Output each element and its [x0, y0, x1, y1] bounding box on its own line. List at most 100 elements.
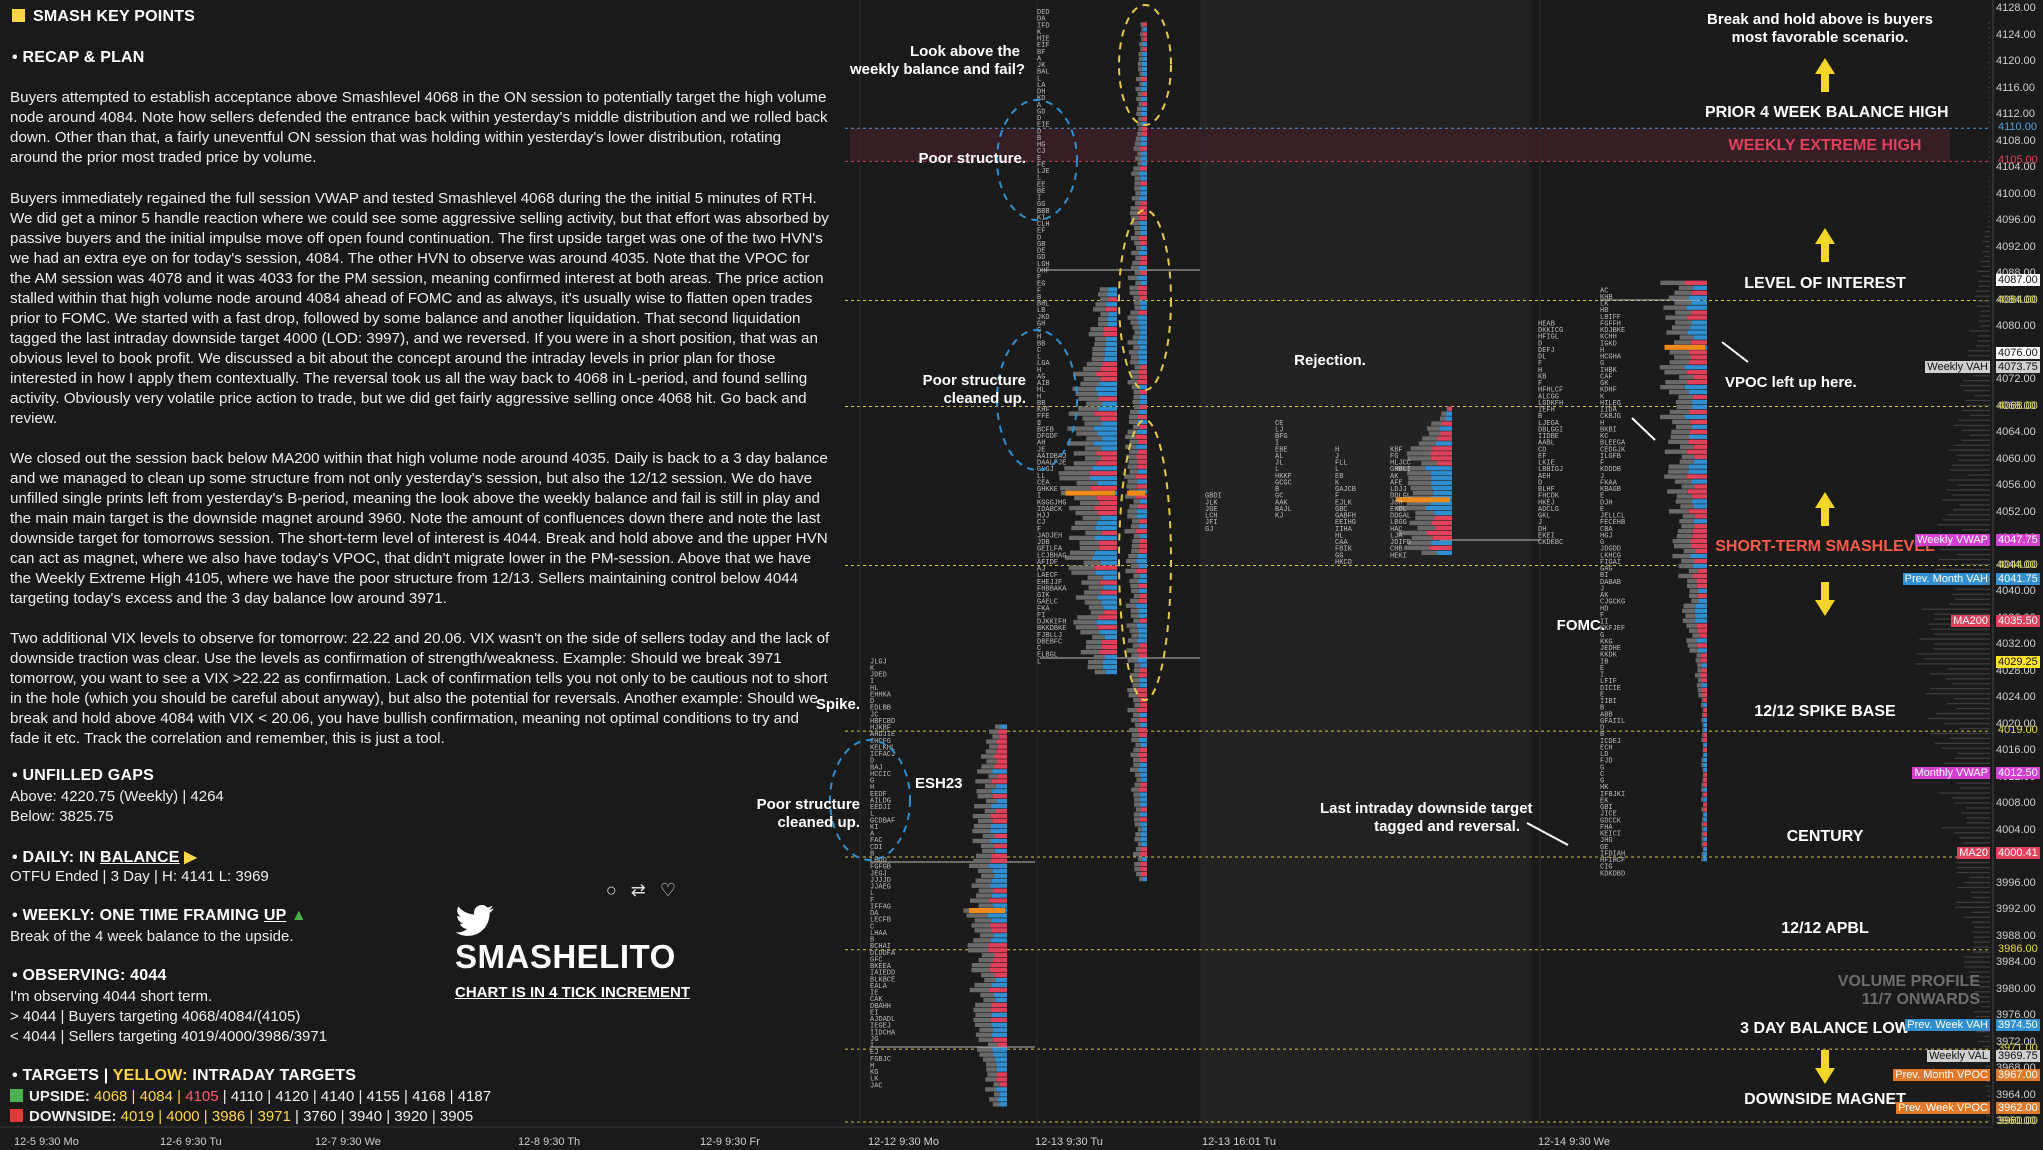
dashed-arc	[996, 329, 1078, 471]
volume-bar	[1137, 62, 1142, 67]
volume-profile-bar	[1973, 941, 1990, 943]
tpo-letters: A	[870, 831, 875, 839]
tpo-letters: HBFCBD	[870, 718, 895, 726]
delta-bar	[1140, 702, 1147, 708]
tpo-letters: B	[1600, 705, 1604, 713]
tpo-letters: BFG	[1275, 433, 1288, 441]
delta-bar	[992, 789, 1007, 794]
volume-bar	[986, 759, 997, 764]
tpo-letters: L	[1037, 354, 1041, 362]
tpo-letters: IIDCHA	[870, 1029, 896, 1037]
delta-bar	[1697, 568, 1707, 574]
volume-bar	[1124, 529, 1136, 534]
volume-profile-bar	[1924, 658, 1990, 660]
delta-bar	[995, 977, 1007, 983]
volume-bar	[1137, 827, 1142, 832]
volume-bar	[1133, 404, 1141, 410]
tpo-letters: I	[870, 1043, 874, 1051]
delta-bar	[1696, 623, 1707, 628]
volume-bar	[1132, 539, 1140, 544]
volume-bar	[978, 888, 994, 893]
delta-bar	[1701, 683, 1707, 688]
delta-bar	[994, 848, 1007, 854]
delta-bar	[1106, 336, 1117, 342]
tpo-letters: LAECF	[1037, 572, 1058, 580]
volume-bar	[980, 992, 994, 998]
tpo-letters: GG	[1335, 552, 1343, 560]
volume-bar	[974, 918, 992, 923]
delta-bar	[1102, 659, 1117, 665]
volume-profile-bar	[1961, 429, 1990, 431]
delta-bar	[991, 779, 1007, 784]
volume-bar	[1088, 605, 1104, 610]
delta-bar	[1703, 707, 1707, 713]
volume-bar	[1129, 469, 1139, 474]
volume-bar	[989, 744, 998, 749]
volume-bar	[1408, 476, 1432, 481]
tpo-letters: BAJ	[870, 764, 883, 772]
volume-bar	[1074, 520, 1097, 526]
tpo-letters: BI	[1600, 572, 1608, 580]
volume-bar	[978, 903, 994, 908]
delta-bar	[1100, 515, 1117, 521]
volume-bar	[1129, 628, 1139, 633]
volume-profile-bar	[1977, 1040, 1990, 1043]
volume-profile-bar	[1984, 230, 1990, 233]
volume-profile-bar	[1973, 375, 1990, 377]
price-label: 4000.41	[1996, 847, 2040, 860]
delta-bar	[1432, 486, 1452, 491]
volume-bar	[1127, 340, 1138, 345]
delta-bar	[1101, 421, 1117, 426]
delta-bar	[1140, 822, 1147, 827]
tpo-letters: DJKKIFH	[1037, 619, 1066, 627]
tpo-letters: F	[1037, 274, 1041, 282]
tpo-letters: BHL	[1037, 301, 1050, 309]
volume-bar	[1073, 461, 1097, 466]
volume-bar	[1098, 292, 1108, 297]
play-icon: ▶	[184, 849, 197, 866]
delta-bar	[1700, 658, 1707, 663]
volume-profile-bar	[1974, 991, 1990, 993]
volume-profile-bar	[1987, 1120, 1990, 1122]
volume-bar	[1134, 663, 1141, 668]
volume-bar	[1073, 451, 1097, 456]
delta-bar	[990, 938, 1007, 943]
volume-bar	[1080, 500, 1100, 506]
delta-bar	[1136, 494, 1147, 499]
delta-bar	[1138, 250, 1147, 256]
tpo-letters: LBGG	[1390, 519, 1407, 527]
y-tick: 4124.00	[1996, 28, 2036, 41]
tpo-letters: CBA	[1600, 526, 1613, 534]
tpo-letters: CKBJG	[1600, 413, 1621, 421]
delta-bar	[1137, 479, 1147, 484]
volume-bar	[1135, 832, 1141, 837]
delta-bar	[1692, 404, 1707, 410]
tpo-letters: DBLGGI	[1538, 426, 1563, 434]
tpo-letters: JKD	[1037, 314, 1050, 322]
volume-bar	[1697, 663, 1702, 668]
delta-bar	[1139, 543, 1147, 549]
volume-bar	[1678, 394, 1694, 400]
tpo-letters: LK	[1600, 301, 1609, 309]
tpo-letters: LCJBHAG	[1037, 552, 1066, 560]
volume-profile-bar	[1942, 499, 1990, 501]
tpo-letters: II	[1600, 619, 1608, 627]
delta-bar	[1139, 534, 1147, 539]
price-label: 4084.00	[1998, 293, 2038, 306]
volume-bar	[1129, 409, 1139, 415]
volume-profile-bar	[1976, 290, 1990, 292]
delta-bar	[1105, 669, 1117, 675]
delta-bar	[1703, 842, 1707, 847]
tpo-letters: JJJJD	[870, 877, 891, 885]
delta-bar	[1698, 598, 1707, 603]
tpo-letters: H	[870, 784, 874, 792]
volume-bar	[1083, 560, 1101, 565]
volume-bar	[1664, 449, 1687, 454]
tpo-letters: KKDK	[1600, 652, 1618, 660]
delta-bar	[992, 1047, 1007, 1052]
volume-bar	[1130, 310, 1139, 315]
delta-bar	[1138, 370, 1147, 375]
tpo-letters: E	[1600, 506, 1604, 514]
tpo-letters: IIDA	[1600, 407, 1618, 415]
tpo-letters: G	[1600, 632, 1604, 640]
